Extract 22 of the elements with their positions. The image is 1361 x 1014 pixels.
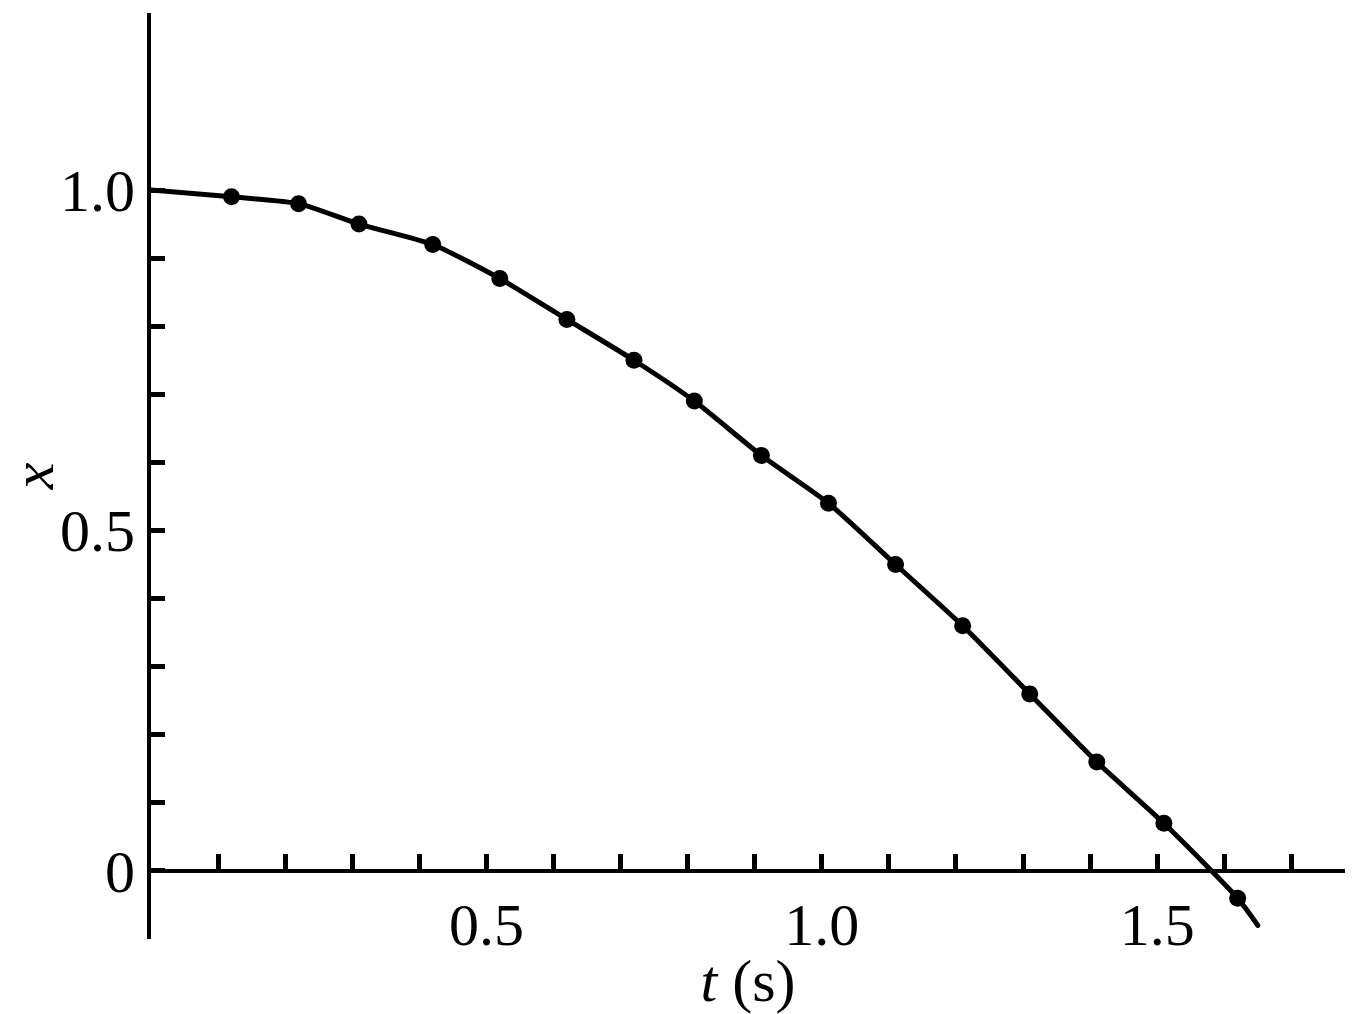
y-axis-title: x [0, 462, 66, 491]
point [752, 447, 770, 465]
point [223, 188, 240, 206]
point [1021, 685, 1039, 703]
point [887, 556, 905, 573]
x-tick-label: 1.5 [1119, 891, 1195, 958]
y-tick-label: 0.5 [60, 498, 135, 565]
point [685, 392, 703, 410]
point [625, 351, 643, 369]
y-tick-label: 0 [105, 838, 135, 905]
point [558, 310, 576, 328]
point [1229, 889, 1247, 907]
point [820, 494, 837, 512]
point [290, 195, 308, 213]
point [424, 236, 442, 253]
point [1088, 753, 1106, 771]
y-tick-label: 1.0 [60, 158, 135, 225]
point [491, 270, 509, 288]
point [954, 617, 972, 635]
point [350, 215, 368, 233]
point [1155, 814, 1173, 832]
x-tick-label: 0.5 [448, 891, 524, 958]
